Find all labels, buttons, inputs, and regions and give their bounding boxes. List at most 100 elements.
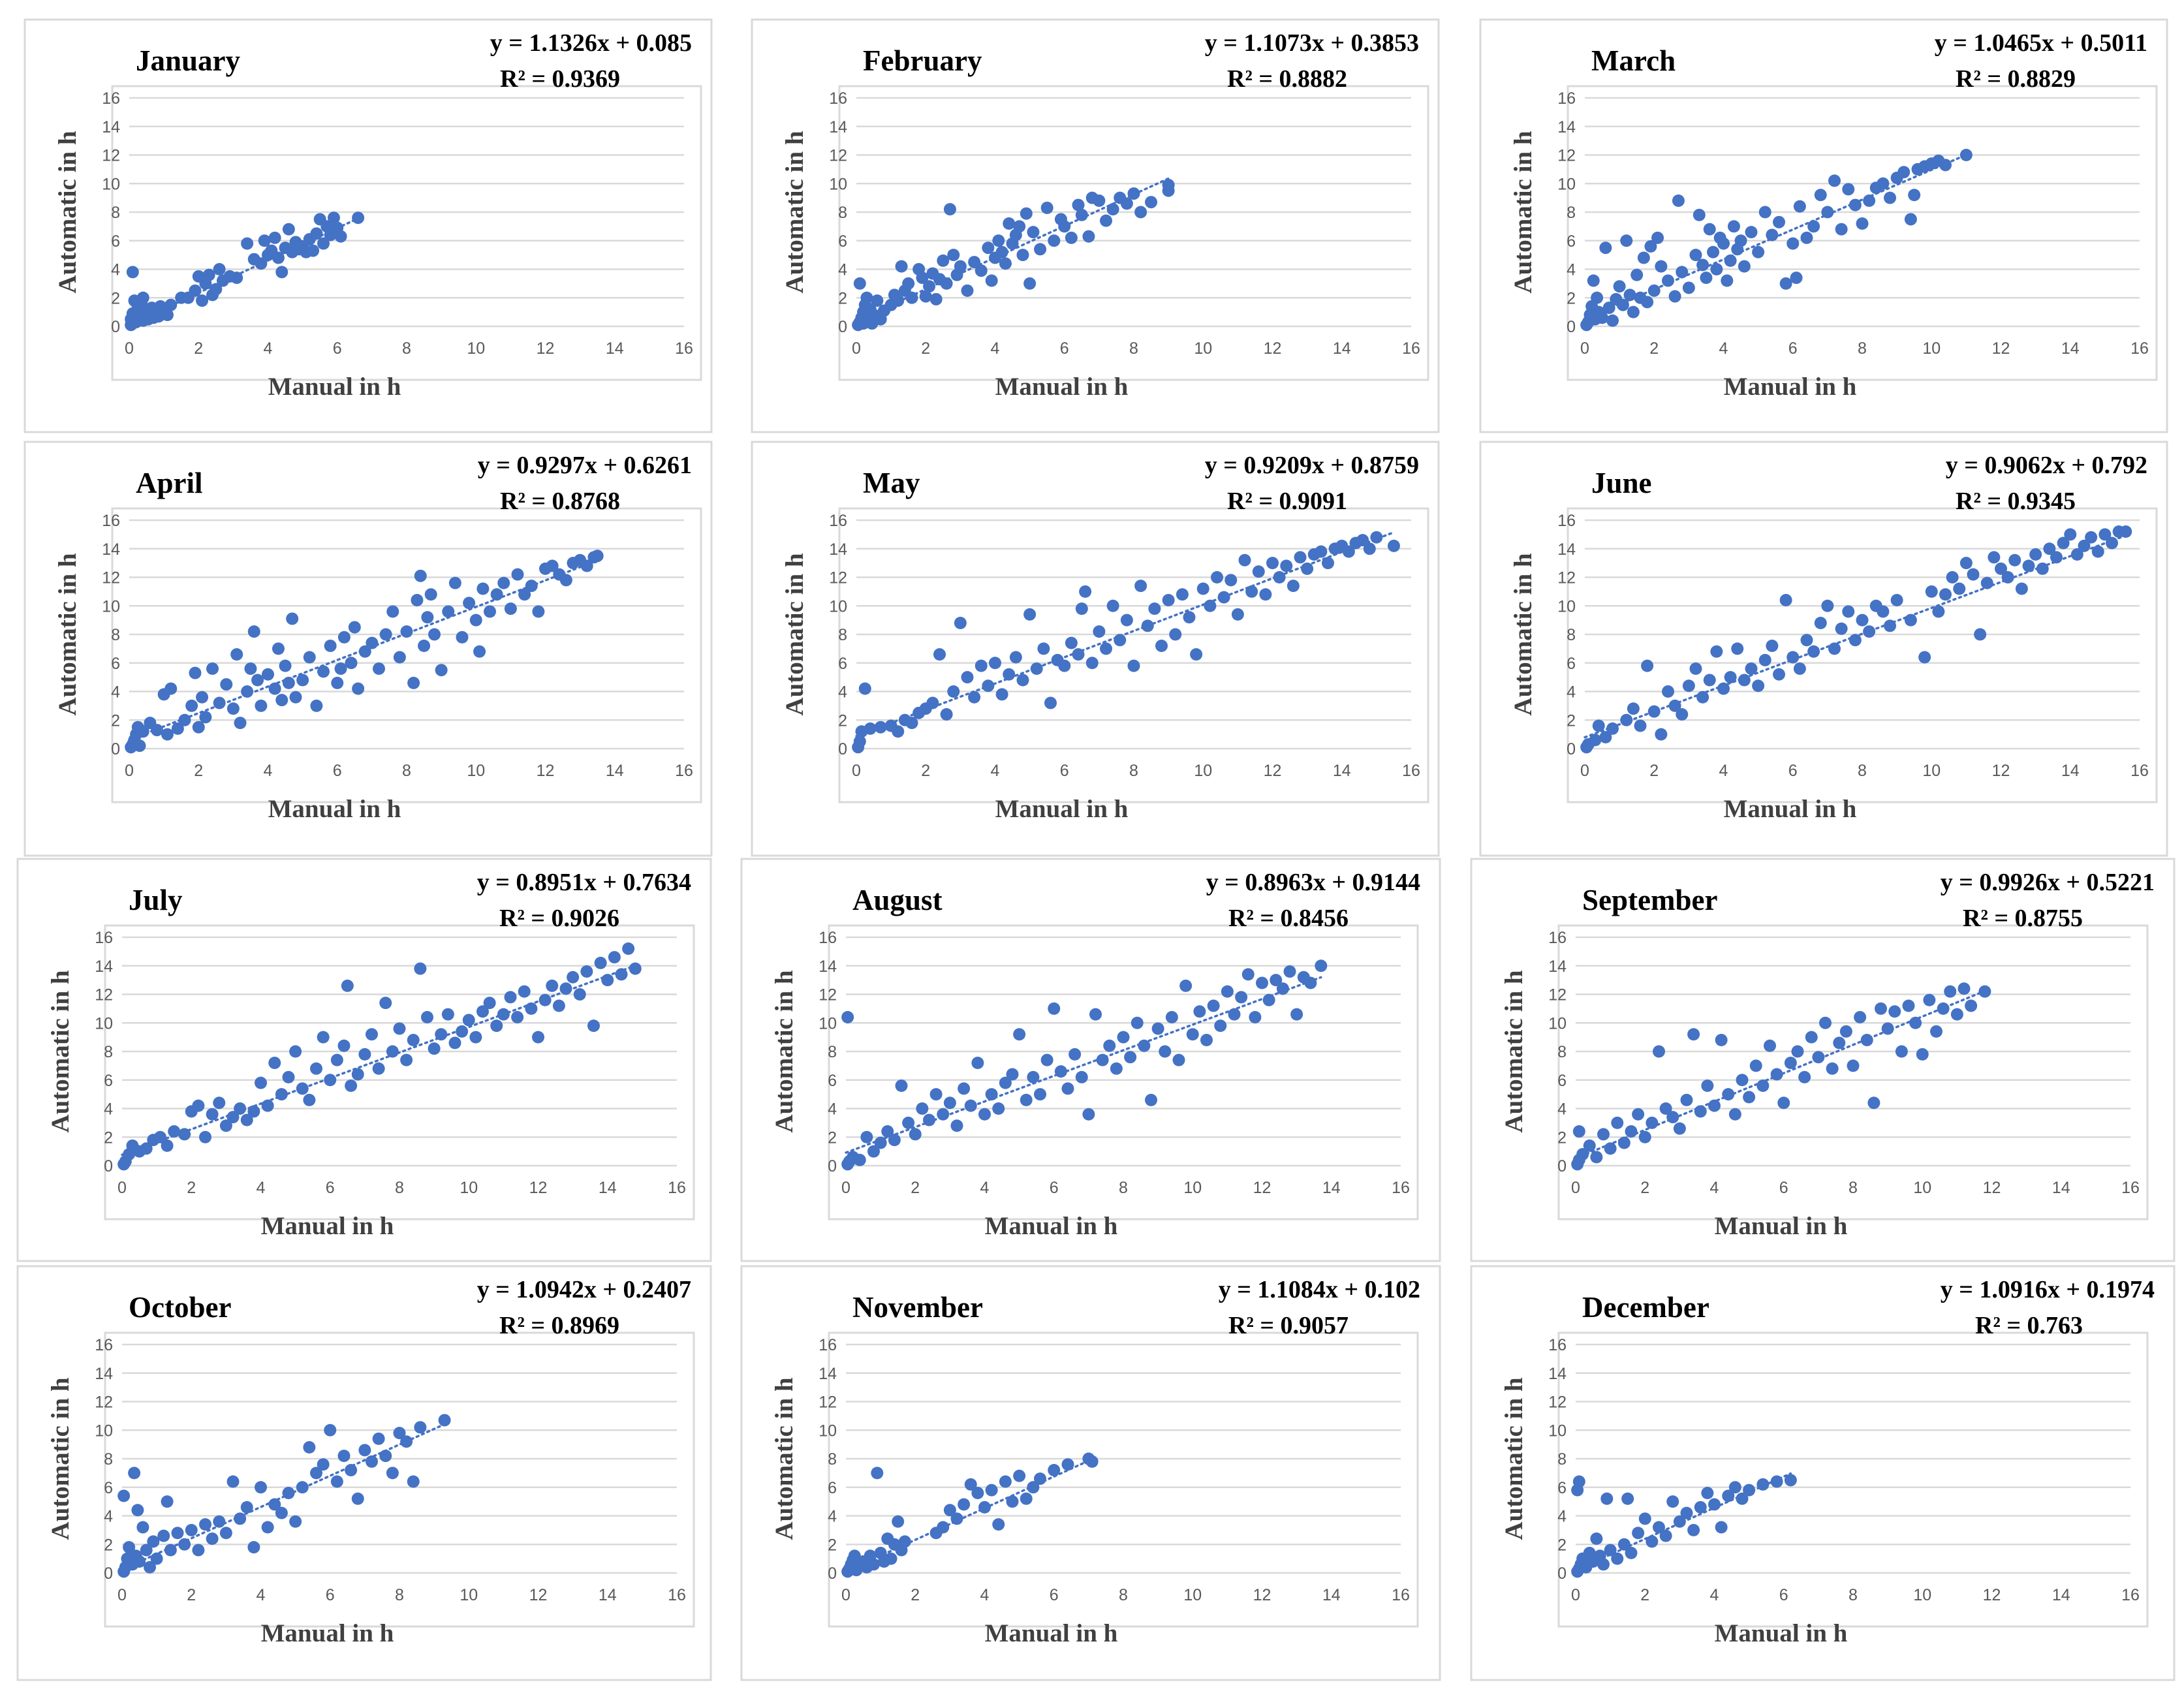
data-point (441, 1008, 454, 1021)
data-point (1159, 1045, 1172, 1058)
data-point (178, 1128, 191, 1141)
x-tick-label: 10 (1183, 1586, 1202, 1604)
data-point (971, 1487, 984, 1499)
data-point (1756, 1478, 1770, 1491)
y-tick-label: 4 (1567, 261, 1576, 279)
data-point (1717, 682, 1730, 695)
data-point (1162, 594, 1175, 606)
plot-area-frame (828, 1331, 1419, 1628)
data-point (1276, 982, 1289, 995)
data-point (438, 1414, 451, 1427)
data-point (525, 1002, 538, 1015)
x-tick-label: 8 (402, 339, 411, 358)
chart-title: October (129, 1291, 231, 1324)
data-point (1710, 645, 1723, 658)
data-point (964, 1478, 977, 1491)
data-point (1842, 183, 1855, 196)
data-point (1085, 1455, 1099, 1468)
data-point (1387, 539, 1400, 552)
data-point (1044, 696, 1057, 709)
data-point (559, 982, 572, 995)
data-point (1724, 254, 1737, 267)
data-point (1207, 999, 1220, 1012)
data-point (995, 245, 1008, 258)
y-tick-label: 0 (828, 1564, 837, 1583)
data-point (999, 1076, 1012, 1089)
plot-area-frame (1557, 1331, 2149, 1628)
trend-equation: y = 1.1073x + 0.3853 (1205, 29, 1419, 57)
data-point (324, 640, 337, 652)
y-tick-label: 8 (1567, 204, 1576, 222)
data-point (2043, 542, 2056, 555)
data-point (230, 272, 243, 285)
y-tick-label: 16 (1557, 512, 1576, 530)
data-point (1072, 198, 1085, 211)
data-point (206, 1532, 219, 1545)
x-tick-label: 10 (1922, 339, 1941, 358)
y-tick-label: 8 (1567, 626, 1576, 644)
data-point (992, 1102, 1005, 1115)
data-point (1884, 619, 1896, 632)
data-point (1572, 1475, 1585, 1488)
data-point (1930, 1025, 1942, 1038)
data-point (123, 1541, 136, 1554)
data-point (1186, 1028, 1199, 1041)
data-point (1959, 149, 1973, 161)
data-point (1048, 234, 1061, 247)
x-tick-label: 6 (326, 1179, 335, 1197)
data-point (178, 1538, 191, 1551)
data-point (1048, 1002, 1061, 1015)
x-axis-title: Manual in h (261, 1212, 394, 1240)
y-axis-title: Automatic in h (54, 131, 82, 293)
x-tick-label: 2 (921, 762, 930, 780)
data-point (386, 1467, 399, 1480)
data-point (1828, 642, 1841, 655)
data-point (518, 588, 531, 601)
r-squared-label: R² = 0.8755 (1963, 905, 2083, 932)
data-point (1779, 594, 1792, 606)
data-point (296, 1481, 309, 1494)
x-tick-label: 6 (333, 762, 342, 780)
x-tick-label: 10 (1183, 1179, 1202, 1197)
data-point (1995, 562, 2007, 575)
data-point (1687, 1523, 1700, 1536)
x-tick-label: 0 (125, 339, 134, 358)
data-point (895, 1080, 908, 1092)
data-point (1266, 557, 1279, 570)
data-point (923, 280, 936, 293)
data-point (2008, 553, 2021, 567)
x-axis-title: Manual in h (995, 795, 1129, 823)
data-point (1075, 208, 1088, 221)
data-point (1602, 302, 1615, 315)
y-tick-label: 8 (1557, 1450, 1567, 1469)
data-point (629, 962, 642, 975)
y-tick-label: 12 (1548, 1393, 1567, 1412)
x-tick-label: 8 (1858, 762, 1867, 780)
r-squared-label: R² = 0.8456 (1228, 905, 1349, 932)
x-tick-label: 12 (1253, 1179, 1271, 1197)
y-tick-label: 14 (1548, 1365, 1567, 1383)
panel-frame (1479, 18, 2168, 433)
data-point (1659, 1102, 1672, 1115)
data-point (853, 277, 866, 290)
data-point (892, 725, 905, 738)
y-tick-label: 8 (111, 204, 120, 222)
data-point (1724, 671, 1737, 684)
x-tick-label: 4 (264, 762, 273, 780)
data-point (1589, 734, 1602, 747)
x-tick-label: 14 (2052, 1586, 2070, 1604)
chart-title: August (852, 884, 943, 916)
data-point (1065, 231, 1078, 244)
x-tick-label: 16 (1402, 339, 1420, 358)
data-point (1356, 534, 1369, 547)
y-tick-label: 4 (838, 683, 847, 702)
x-tick-label: 8 (1129, 762, 1138, 780)
data-point (1965, 999, 1978, 1012)
data-point (1793, 200, 1806, 213)
data-point (1689, 662, 1702, 675)
data-point (1821, 599, 1834, 612)
data-point (1646, 1116, 1659, 1129)
x-tick-label: 14 (606, 339, 624, 358)
data-point (881, 1125, 894, 1138)
x-tick-label: 2 (1649, 339, 1659, 358)
